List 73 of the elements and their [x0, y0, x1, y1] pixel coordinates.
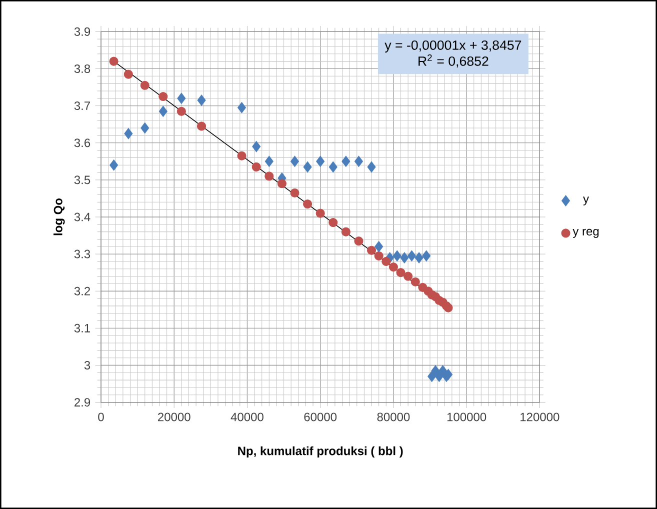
- y-tick-label: 3.7: [74, 102, 90, 110]
- annotation: y = -0,00001x + 3,8457: [384, 40, 522, 53]
- point: [410, 277, 420, 286]
- y-tick-label: 3: [84, 361, 90, 370]
- point: [264, 172, 274, 181]
- point: [252, 162, 261, 172]
- point: [354, 236, 364, 246]
- point: [354, 156, 363, 167]
- point: [388, 262, 398, 272]
- y-tick-label: 3.4: [74, 212, 90, 222]
- point: [438, 365, 448, 376]
- x-tick-label: 20000: [158, 412, 190, 422]
- y-tick-label: 3.6: [74, 138, 90, 148]
- point: [277, 179, 286, 188]
- point: [434, 370, 444, 382]
- point: [422, 250, 431, 262]
- point: [177, 92, 186, 104]
- point: [328, 161, 338, 173]
- point: [158, 106, 168, 117]
- y-tick-label: 3.1: [74, 324, 90, 332]
- x-tick-label: 100000: [447, 412, 486, 422]
- point: [303, 161, 312, 173]
- point: [237, 102, 246, 114]
- y-tick-label: 3.2: [74, 286, 90, 296]
- y-axis-title: log Qo: [54, 198, 65, 236]
- point: [176, 106, 186, 116]
- point: [124, 70, 133, 79]
- point: [396, 268, 406, 278]
- y-tick-label: 3.9: [74, 27, 90, 36]
- point: [140, 122, 150, 134]
- x-axis-title: Np, kumulatif produksi ( bbl ): [238, 446, 403, 458]
- point: [374, 241, 384, 252]
- legend-label: y: [583, 196, 589, 206]
- point: [431, 365, 440, 376]
- x-tick-label: 120000: [520, 412, 560, 422]
- point: [316, 156, 325, 167]
- point: [428, 370, 436, 382]
- point: [124, 128, 133, 140]
- point: [342, 156, 350, 167]
- annotation: R$^{2}$ = 0,6852: [418, 54, 488, 68]
- y-tick-label: 3.8: [74, 64, 90, 73]
- point: [366, 246, 376, 255]
- point: [407, 250, 416, 262]
- legend-label: y reg: [572, 228, 599, 238]
- point: [109, 56, 118, 66]
- point: [197, 94, 206, 106]
- point: [290, 156, 300, 167]
- point: [252, 140, 261, 152]
- point: [140, 80, 150, 90]
- point: [110, 159, 118, 171]
- x-tick-label: 40000: [230, 412, 264, 422]
- point: [237, 151, 246, 160]
- point: [196, 122, 206, 131]
- point: [382, 256, 391, 266]
- x-tick-label: 80000: [377, 412, 410, 422]
- point: [414, 252, 424, 264]
- point: [374, 251, 384, 260]
- point: [158, 92, 168, 102]
- point: [328, 218, 338, 228]
- point: [367, 161, 376, 173]
- x-tick-label: 0: [98, 412, 104, 422]
- point: [264, 156, 274, 167]
- y-tick-label: 2.9: [74, 398, 90, 407]
- point: [303, 199, 312, 209]
- point: [316, 208, 325, 218]
- point: [341, 227, 350, 236]
- point: [404, 272, 413, 281]
- x-tick-label: 60000: [304, 412, 337, 422]
- y-tick-label: 3.5: [74, 176, 90, 184]
- y-tick-label: 3.3: [74, 250, 90, 258]
- point: [400, 252, 409, 264]
- point: [392, 250, 402, 262]
- point: [290, 188, 300, 198]
